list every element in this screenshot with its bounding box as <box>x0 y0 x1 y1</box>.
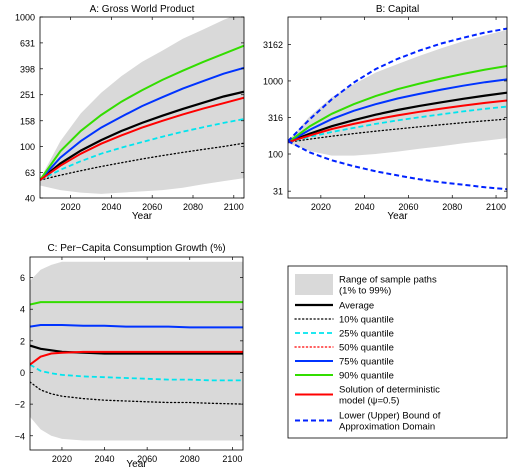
series-line-q75 <box>40 66 244 181</box>
axes-frame <box>29 256 244 451</box>
legend-label: Approximation Domain <box>339 422 435 433</box>
x-tick-label: 2020 <box>52 454 72 464</box>
x-tick-label: 2100 <box>486 202 506 212</box>
plot-content <box>30 261 243 441</box>
series-line-q90 <box>288 65 507 144</box>
series-line-q10 <box>40 142 244 181</box>
x-axis-label: Year <box>132 211 153 222</box>
panel-b-capital: 2020 2040 2060 2080 2100 31 100 316 1000 3162 B: C… <box>263 4 508 222</box>
axes-frame <box>287 16 508 199</box>
y-tick-label: 3162 <box>263 40 283 50</box>
y-tick-label: 4 <box>20 305 25 315</box>
x-tick-label: 2060 <box>142 202 162 212</box>
x-tick-label: 2080 <box>180 454 200 464</box>
y-tick-label: 100 <box>268 150 283 160</box>
series-line-bound <box>288 140 507 191</box>
legend-label: Range of sample paths <box>339 275 437 286</box>
x-tick-label: 2040 <box>101 202 121 212</box>
legend-label: model (ψ=0.5) <box>339 396 399 407</box>
series-line-average <box>288 91 507 144</box>
y-tick-label: 158 <box>20 116 35 126</box>
plot-content <box>40 17 244 194</box>
y-tick-label: 631 <box>20 38 35 48</box>
chart-title: B: Capital <box>376 4 419 15</box>
series-line-bound <box>288 27 507 142</box>
series-line-q10 <box>30 381 243 405</box>
legend-label: 50% quantile <box>339 343 394 354</box>
series-line-deterministic <box>30 350 243 366</box>
y-tick-label: 1000 <box>15 13 35 23</box>
y-tick-label: 6 <box>20 273 25 283</box>
x-tick-label: 2060 <box>137 454 157 464</box>
x-tick-label: 2080 <box>442 202 462 212</box>
x-tick-label: 2040 <box>355 202 375 212</box>
y-tick-label: −2 <box>15 400 25 410</box>
x-tick-label: 2040 <box>95 454 115 464</box>
panel-a-gross-world-product: 2020 2040 2060 2080 2100 40 63 100 158 251 398 631 1… <box>15 4 245 222</box>
series-line-deterministic <box>288 99 507 144</box>
legend-label: 25% quantile <box>339 329 394 340</box>
y-tick-label: 31 <box>273 187 283 197</box>
legend-label: (1% to 99%) <box>339 286 391 297</box>
x-tick-label: 2020 <box>311 202 331 212</box>
y-tick-label: 316 <box>268 113 283 123</box>
legend-swatch-band <box>295 274 333 295</box>
series-line-q90 <box>30 301 243 306</box>
chart-title: A: Gross World Product <box>90 4 195 15</box>
series-line-deterministic <box>40 96 244 181</box>
panel-c-consumption-growth: 2020 2040 2060 2080 2100 −4 −2 0 2 4 6 C: Per−Capit… <box>15 243 244 470</box>
y-tick-label: 63 <box>25 168 35 178</box>
x-axis-label: Year <box>126 459 147 470</box>
series-line-q25 <box>40 118 244 181</box>
legend-label: 10% quantile <box>339 315 394 326</box>
y-tick-label: −4 <box>15 431 25 441</box>
y-tick-label: 2 <box>20 336 25 346</box>
y-tick-label: 0 <box>20 368 25 378</box>
y-tick-label: 40 <box>25 194 35 204</box>
y-tick-label: 1000 <box>263 76 283 86</box>
legend-label: Solution of deterministic <box>339 385 440 396</box>
series-line-average <box>40 90 244 181</box>
x-tick-label: 2100 <box>224 202 244 212</box>
legend-label: Lower (Upper) Bound of <box>339 411 441 422</box>
y-tick-label: 398 <box>20 64 35 74</box>
series-line-q75 <box>30 324 243 329</box>
x-axis-label: Year <box>387 211 408 222</box>
x-tick-label: 2060 <box>398 202 418 212</box>
plot-content <box>288 27 507 191</box>
legend-label: 75% quantile <box>339 357 394 368</box>
x-tick-label: 2080 <box>183 202 203 212</box>
legend: Range of sample paths(1% to 99%) Average 1… <box>287 265 508 439</box>
series-line-q75 <box>288 78 507 144</box>
legend-label: 90% quantile <box>339 371 394 382</box>
axes-frame <box>39 16 245 199</box>
y-tick-label: 251 <box>20 90 35 100</box>
series-line-average <box>30 344 243 355</box>
series-line-q25 <box>288 105 507 144</box>
chart-title: C: Per−Capita Consumption Growth (%) <box>47 243 225 254</box>
series-line-q90 <box>40 44 244 181</box>
y-tick-label: 100 <box>20 142 35 152</box>
series-line-q10 <box>288 118 507 143</box>
x-tick-label: 2020 <box>61 202 81 212</box>
x-tick-label: 2100 <box>222 454 242 464</box>
legend-label: Average <box>339 301 374 312</box>
